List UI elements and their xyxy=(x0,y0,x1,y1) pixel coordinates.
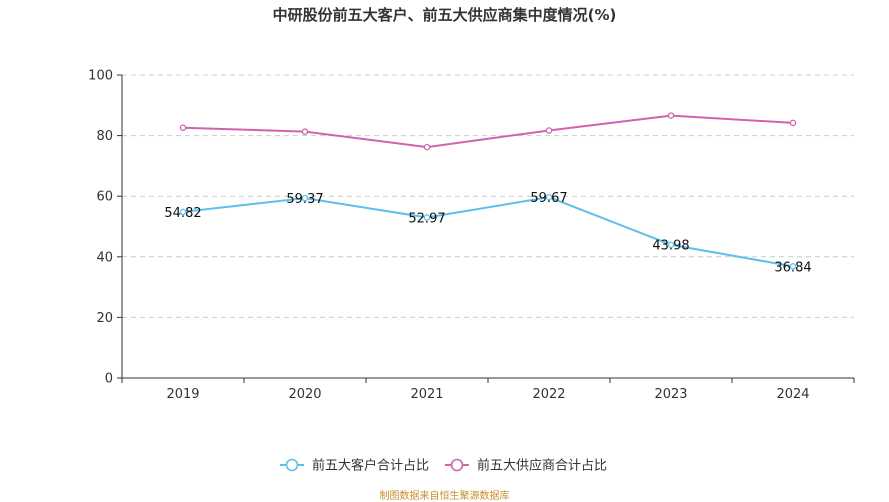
y-tick-label: 60 xyxy=(96,190,113,205)
legend-label: 前五大客户合计占比 xyxy=(312,458,429,474)
data-label: 36.84 xyxy=(774,260,811,275)
y-tick-label: 0 xyxy=(105,372,113,387)
series-line-1 xyxy=(182,196,794,268)
data-label: 59.37 xyxy=(286,192,323,207)
data-label: 52.97 xyxy=(408,212,445,227)
data-point xyxy=(423,143,431,151)
legend-marker xyxy=(285,458,299,472)
x-tick-label: 2024 xyxy=(776,387,809,402)
data-point xyxy=(667,241,675,248)
y-tick-label: 20 xyxy=(96,311,113,326)
series-line-2 xyxy=(182,114,794,149)
legend: 前五大客户合计占比 前五大供应商合计占比 xyxy=(280,458,607,474)
axes: 0 20 40 60 80 100 2019 2020 2021 2022 2023 2024 xyxy=(88,69,855,402)
data-point xyxy=(423,214,431,221)
data-point xyxy=(179,208,187,216)
data-label: 54.82 xyxy=(164,206,201,221)
source-note: 制图数据来自恒生聚源数据库 xyxy=(379,491,510,502)
data-labels: 54.82 59.37 52.97 59.67 43.98 36.84 xyxy=(164,191,811,275)
y-tick-label: 100 xyxy=(88,69,113,84)
data-point xyxy=(301,128,309,135)
data-point xyxy=(545,127,553,134)
chart-title: 中研股份前五大客户、前五大供应商集中度情况(%) xyxy=(272,6,617,24)
data-point xyxy=(301,194,309,202)
y-tick-label: 40 xyxy=(96,250,113,265)
series-lines xyxy=(179,112,797,270)
data-label: 59.67 xyxy=(530,191,567,206)
y-tick-label: 80 xyxy=(96,129,113,144)
data-label: 43.98 xyxy=(652,239,689,254)
data-point xyxy=(789,263,797,270)
data-point xyxy=(545,193,553,201)
x-tick-label: 2021 xyxy=(410,387,443,402)
legend-label: 前五大供应商合计占比 xyxy=(477,458,607,474)
data-point xyxy=(179,124,187,131)
data-point xyxy=(789,119,797,127)
x-tick-label: 2023 xyxy=(654,387,687,402)
x-tick-label: 2022 xyxy=(532,387,565,402)
x-tick-label: 2019 xyxy=(166,387,199,402)
legend-marker xyxy=(450,458,464,472)
x-tick-label: 2020 xyxy=(288,387,321,402)
data-point xyxy=(667,112,675,119)
grid-lines xyxy=(122,74,854,318)
